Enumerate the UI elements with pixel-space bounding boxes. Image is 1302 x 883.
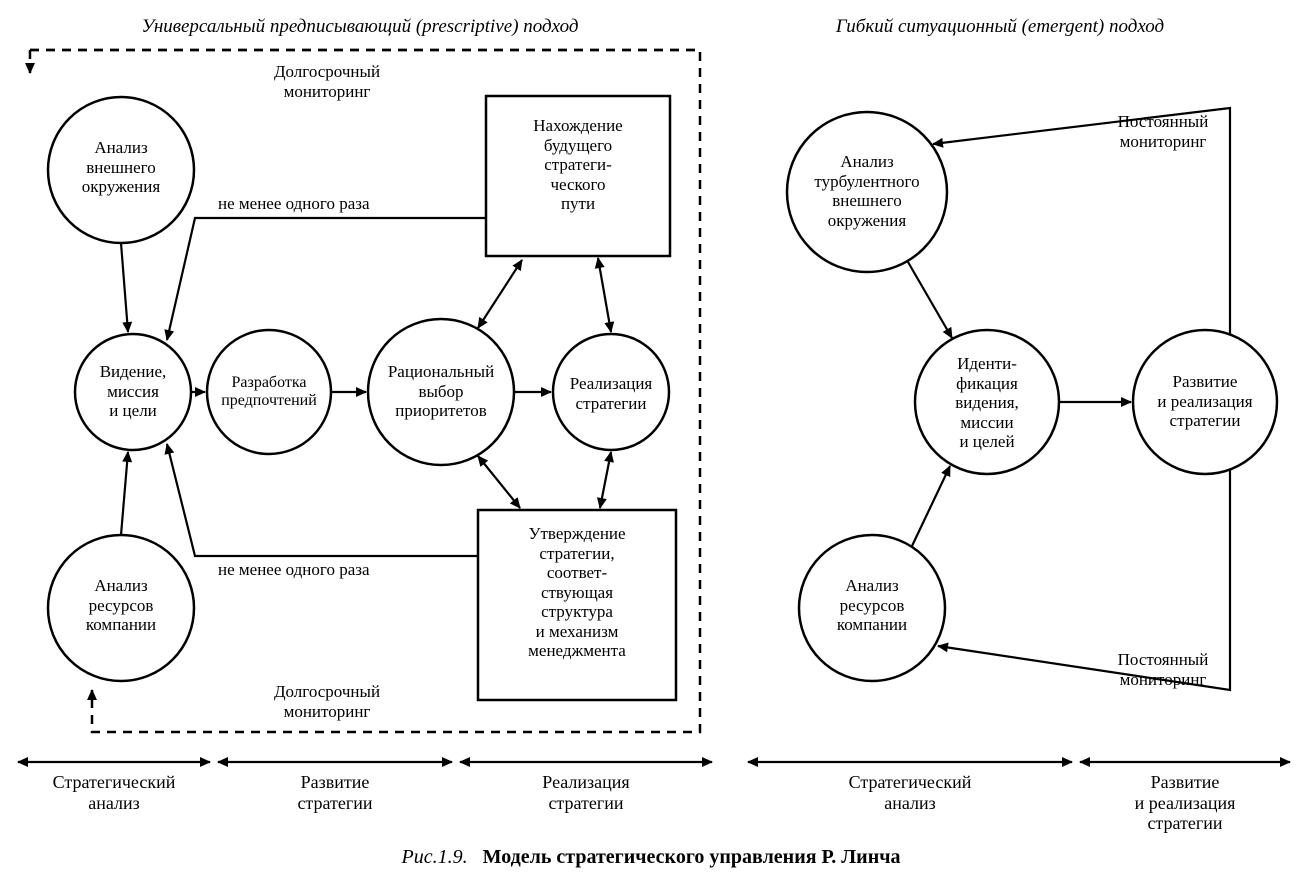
phase-2: Развитиестратегии xyxy=(218,772,452,813)
edge-n10-n8 xyxy=(912,466,950,546)
lbl-n10: Анализресурсовкомпании xyxy=(799,576,945,635)
edge-n6-n2 xyxy=(121,452,128,535)
header-right: Гибкий ситуационный (emergent) подход xyxy=(770,16,1230,38)
phase-3: Реализациястратегии xyxy=(460,772,712,813)
phase-1: Стратегическийанализ xyxy=(18,772,210,813)
lbl-ltmon-top: Долгосрочныймониторинг xyxy=(242,62,412,101)
lbl-n1: Анализвнешнегоокружения xyxy=(48,138,194,197)
figure-caption: Рис.1.9. Модель стратегического управлен… xyxy=(0,846,1302,869)
edge-n7-n8 xyxy=(908,262,952,338)
lbl-cmon-top: Постоянныймониторинг xyxy=(1078,112,1248,151)
lbl-b1: Нахождениебудущегостратеги-ческогопути xyxy=(492,116,664,214)
lbl-b2: Утверждениестратегии,соответ-ствующаястр… xyxy=(484,524,670,661)
edge-n4-b1 xyxy=(478,260,522,328)
lbl-ltmon-bot: Долгосрочныймониторинг xyxy=(242,682,412,721)
lbl-n8: Иденти-фикациявидения,миссиии целей xyxy=(917,354,1057,452)
lbl-n5: Реализациястратегии xyxy=(553,374,669,413)
lbl-cmon-bot: Постоянныймониторинг xyxy=(1078,650,1248,689)
caption-text: Модель стратегического управления Р. Лин… xyxy=(483,846,901,868)
lbl-n7: Анализтурбулентноговнешнегоокружения xyxy=(787,152,947,230)
lbl-n6: Анализресурсовкомпании xyxy=(48,576,194,635)
lbl-n3: Разработкапредпочтений xyxy=(197,374,341,411)
lbl-n9: Развитиеи реализациястратегии xyxy=(1128,372,1282,431)
caption-prefix: Рис.1.9. xyxy=(402,846,468,868)
diagram-canvas: { "canvas":{"w":1302,"h":883,"bg":"#ffff… xyxy=(0,0,1302,883)
edge-n4-b2 xyxy=(478,456,520,508)
header-left: Универсальный предписывающий (prescripti… xyxy=(90,16,630,38)
lbl-atleast-bot: не менее одного раза xyxy=(218,560,438,580)
lbl-n2: Видение,миссияи цели xyxy=(75,362,191,421)
edge-b2-n5 xyxy=(600,452,611,508)
phase-5: Развитиеи реализациястратегии xyxy=(1080,772,1290,834)
edge-n1-n2 xyxy=(121,243,128,332)
phase-4: Стратегическийанализ xyxy=(748,772,1072,813)
edge-b1-n5 xyxy=(598,258,611,332)
lbl-atleast-top: не менее одного раза xyxy=(218,194,438,214)
lbl-n4: Рациональныйвыборприоритетов xyxy=(362,362,520,421)
